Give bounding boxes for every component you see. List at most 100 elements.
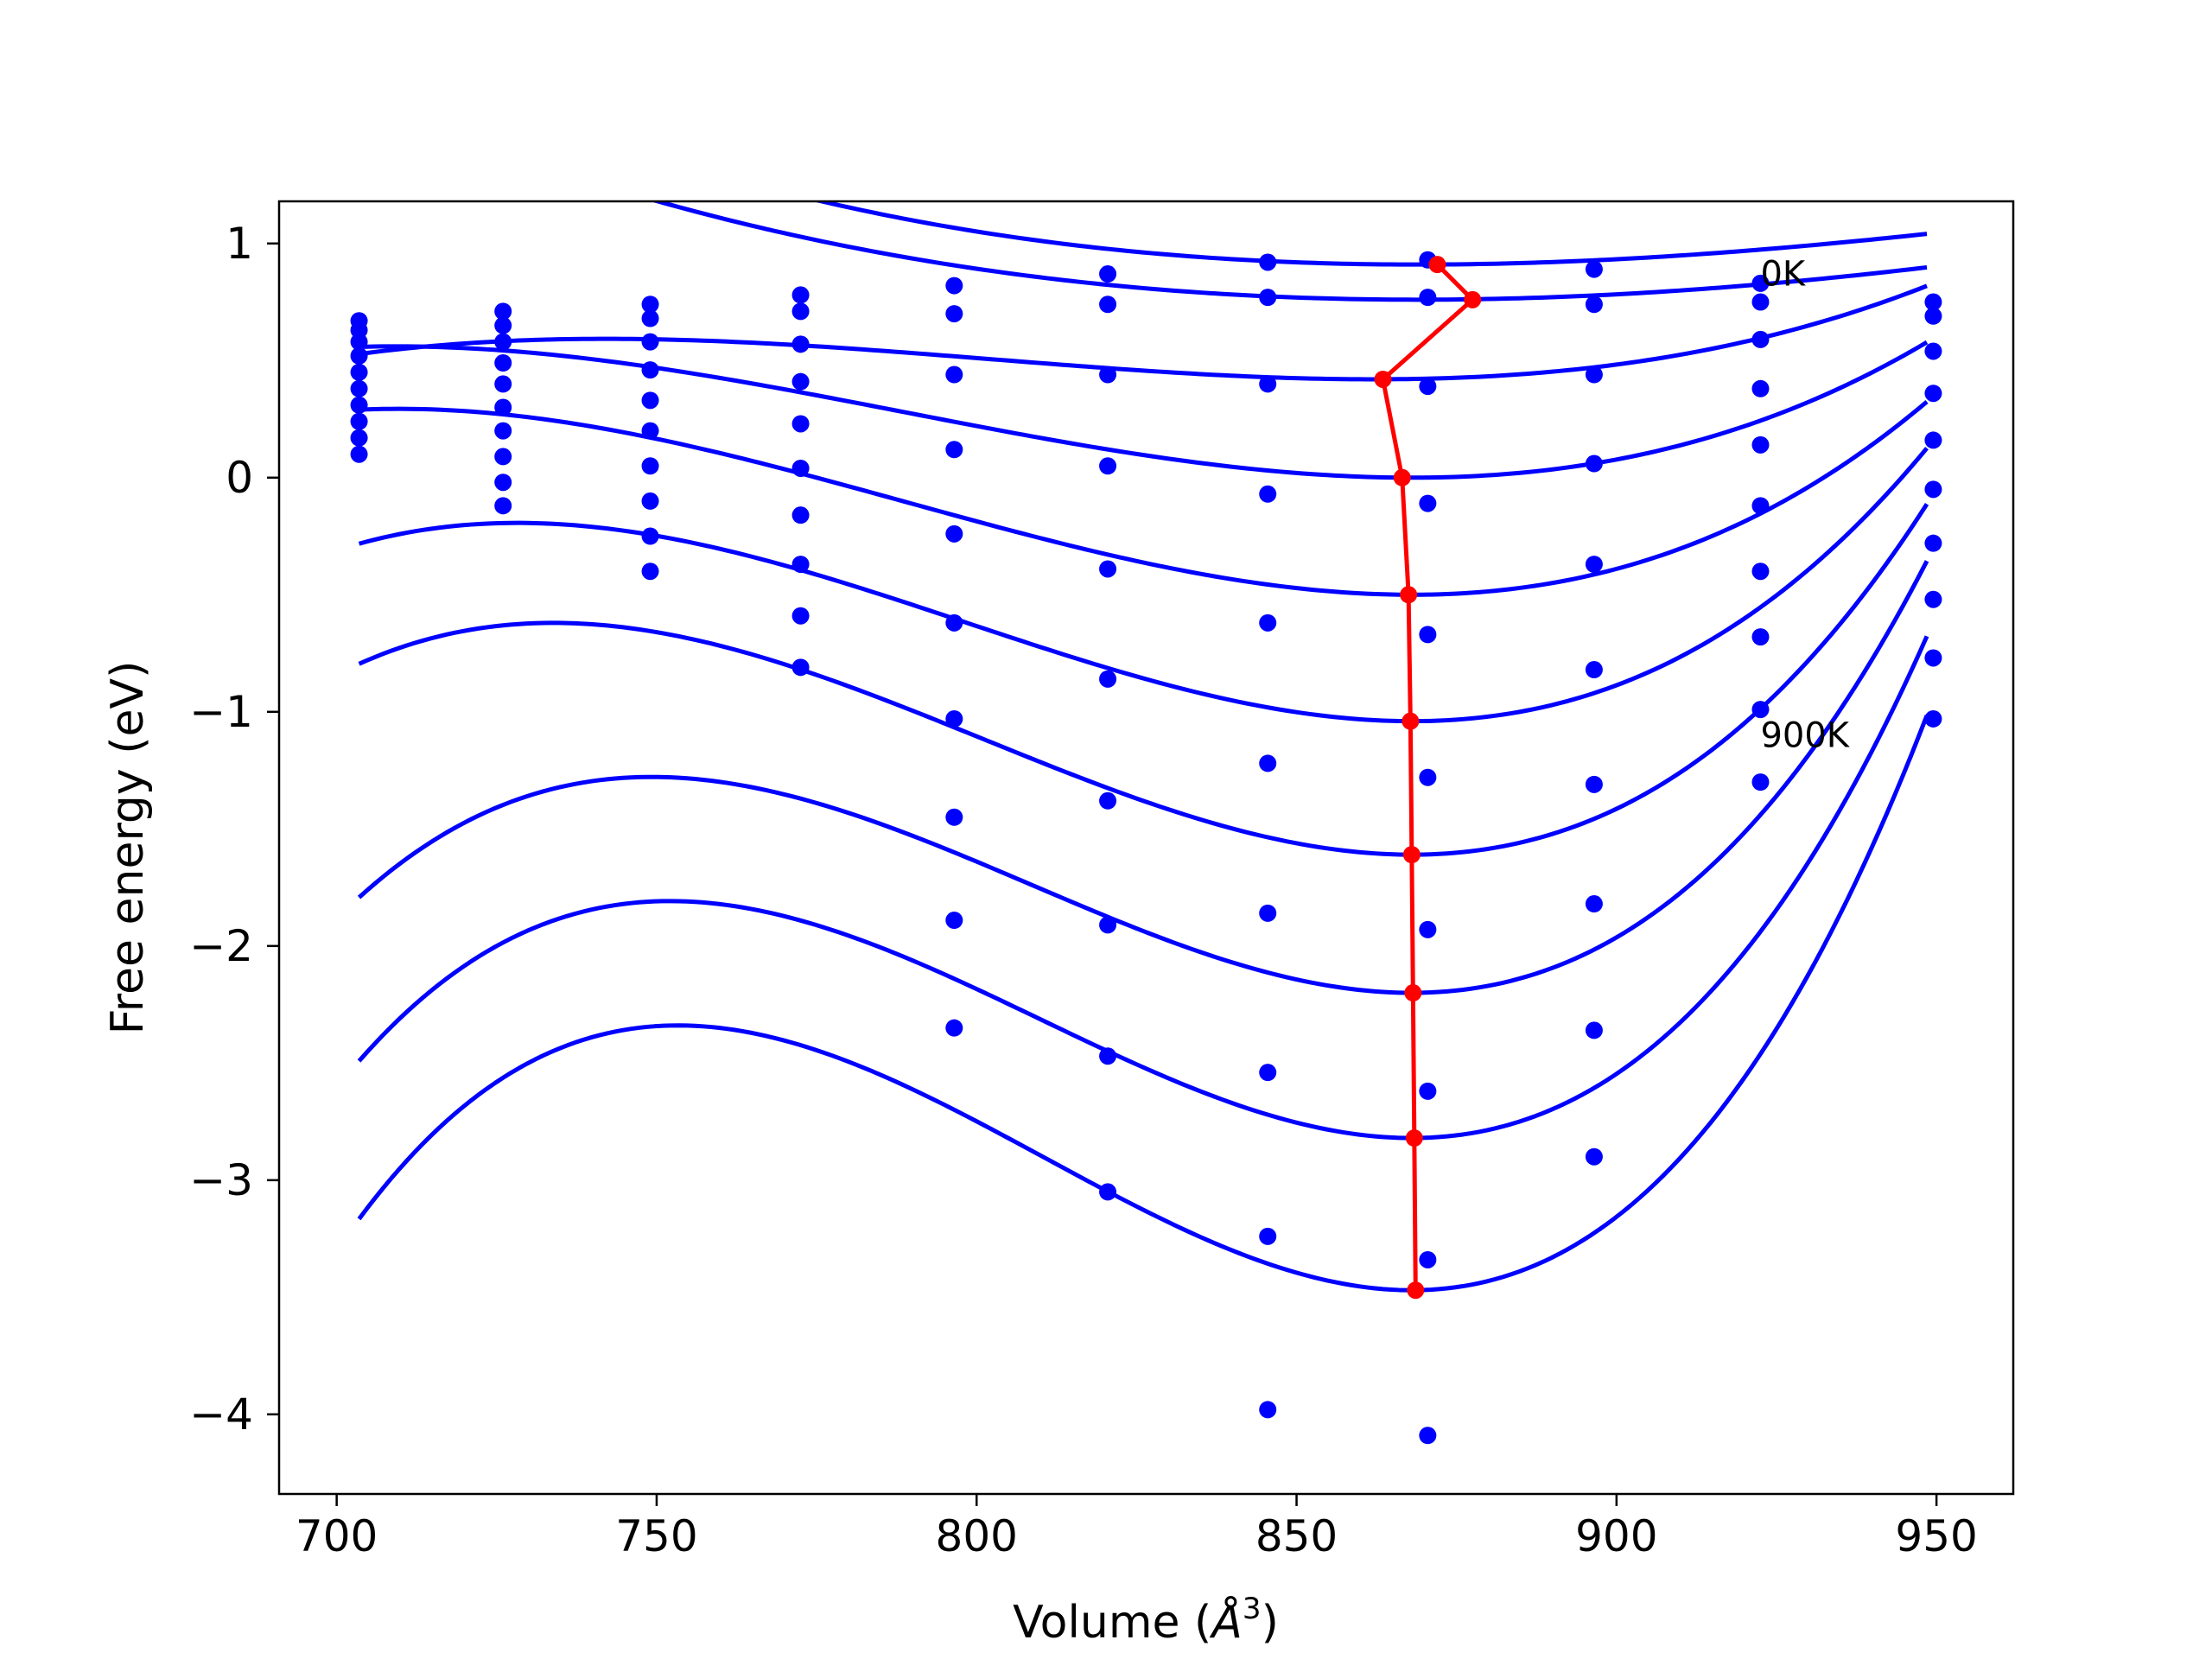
fit-curve-2	[650, 201, 1928, 302]
data-point	[1585, 454, 1603, 473]
data-point	[350, 379, 368, 397]
data-point	[1751, 628, 1770, 646]
fit-curve-3	[359, 283, 1928, 382]
data-point	[494, 398, 512, 416]
x-tick-label: 700	[296, 1511, 378, 1561]
minimum-point	[1393, 468, 1411, 486]
data-point	[494, 422, 512, 440]
data-point	[494, 316, 512, 334]
minimum-point	[1374, 370, 1392, 388]
data-point	[1924, 709, 1942, 728]
data-point	[1585, 775, 1603, 793]
data-point	[641, 422, 659, 440]
data-point	[350, 445, 368, 463]
fit-curve-4	[359, 340, 1929, 480]
data-point	[1099, 365, 1117, 384]
data-point	[494, 302, 512, 321]
data-point	[1924, 307, 1942, 325]
data-points	[350, 251, 1942, 1445]
data-point	[1751, 330, 1770, 348]
y-tick-label: −2	[189, 921, 253, 971]
data-point	[791, 335, 810, 353]
data-point	[1099, 265, 1117, 283]
data-point	[1751, 497, 1770, 515]
minimum-energy-line	[1374, 256, 1482, 1300]
data-point	[1419, 378, 1437, 396]
y-axis-label: Free energy (eV)	[102, 661, 154, 1035]
data-point	[1099, 560, 1117, 578]
data-point	[1924, 534, 1942, 552]
data-point	[791, 286, 810, 304]
data-point	[494, 448, 512, 466]
data-point	[350, 363, 368, 381]
fit-curve-10	[357, 715, 1929, 1293]
data-point	[350, 429, 368, 447]
data-point	[1924, 649, 1942, 667]
x-tick-label: 950	[1895, 1511, 1977, 1561]
data-point	[945, 709, 963, 728]
data-point	[1585, 296, 1603, 314]
data-point	[1259, 375, 1277, 393]
data-point	[1751, 274, 1770, 292]
data-point	[1585, 895, 1603, 913]
data-point	[1099, 1183, 1117, 1201]
data-point	[1924, 590, 1942, 608]
data-point	[350, 346, 368, 365]
data-point	[1099, 670, 1117, 688]
data-point	[945, 524, 963, 543]
data-point	[1585, 1021, 1603, 1039]
data-point	[1924, 342, 1942, 360]
data-point	[945, 305, 963, 323]
data-point	[641, 457, 659, 475]
minimum-point	[1464, 290, 1482, 308]
data-point	[945, 276, 963, 295]
y-tick-label: −1	[189, 687, 253, 737]
data-point	[1259, 253, 1277, 271]
data-point	[1259, 1227, 1277, 1245]
data-point	[641, 492, 659, 510]
data-point	[1751, 563, 1770, 581]
x-tick-label: 900	[1575, 1511, 1657, 1561]
fit-curve-1	[812, 201, 1928, 267]
data-point	[641, 391, 659, 410]
data-point	[1419, 1082, 1437, 1100]
data-point	[641, 563, 659, 581]
data-point	[350, 412, 368, 430]
data-point	[945, 441, 963, 459]
data-point	[494, 333, 512, 351]
data-point	[945, 1019, 963, 1037]
data-point	[791, 372, 810, 391]
y-axis: 1 0 −1 −2 −3 −4	[189, 219, 279, 1440]
data-point	[945, 912, 963, 930]
data-point	[1585, 1147, 1603, 1166]
data-point	[494, 375, 512, 393]
minimum-point	[1407, 1281, 1425, 1300]
y-tick-label: 1	[226, 219, 253, 269]
data-point	[1419, 494, 1437, 512]
data-point	[641, 333, 659, 351]
fit-curves	[357, 201, 1929, 1293]
data-point	[1924, 431, 1942, 449]
temperature-annotation: 900K	[1760, 715, 1850, 755]
minimum-line-path	[1381, 263, 1475, 1291]
data-point	[641, 309, 659, 327]
x-axis-label: Volume (Å3)	[1013, 1592, 1279, 1649]
minimum-point	[1402, 712, 1420, 730]
data-point	[1585, 365, 1603, 384]
data-point	[1099, 1047, 1117, 1065]
minimum-point	[1402, 846, 1421, 864]
data-point	[791, 556, 810, 574]
data-point	[791, 415, 810, 433]
fit-curve-9	[357, 635, 1929, 1141]
data-point	[1259, 1064, 1277, 1082]
data-point	[1259, 289, 1277, 307]
data-point	[1585, 556, 1603, 574]
data-point	[1419, 289, 1437, 307]
y-tick-label: −4	[189, 1389, 253, 1440]
data-point	[945, 808, 963, 826]
data-point	[791, 302, 810, 321]
x-axis: 700 750 800 850 900 950	[296, 1494, 1978, 1561]
data-point	[350, 396, 368, 414]
minimum-point	[1400, 586, 1418, 604]
